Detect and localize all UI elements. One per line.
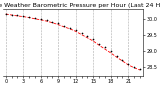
- Point: [4, 13, 7, 14]
- Point: [139, 69, 141, 70]
- Point: [92, 39, 95, 40]
- Point: [34, 17, 36, 19]
- Point: [133, 66, 135, 68]
- Title: Milwaukee Weather Barometric Pressure per Hour (Last 24 Hours): Milwaukee Weather Barometric Pressure pe…: [0, 3, 160, 8]
- Point: [69, 27, 71, 28]
- Point: [45, 19, 48, 21]
- Point: [28, 16, 30, 18]
- Point: [98, 43, 100, 44]
- Point: [86, 35, 89, 37]
- Point: [109, 51, 112, 52]
- Point: [40, 18, 42, 20]
- Point: [22, 15, 24, 17]
- Point: [51, 21, 54, 22]
- Point: [115, 55, 118, 56]
- Point: [127, 63, 130, 64]
- Point: [63, 25, 65, 26]
- Point: [16, 15, 19, 16]
- Point: [74, 29, 77, 30]
- Point: [80, 32, 83, 34]
- Point: [104, 47, 106, 48]
- Point: [57, 23, 60, 24]
- Point: [121, 59, 124, 60]
- Point: [10, 14, 13, 15]
